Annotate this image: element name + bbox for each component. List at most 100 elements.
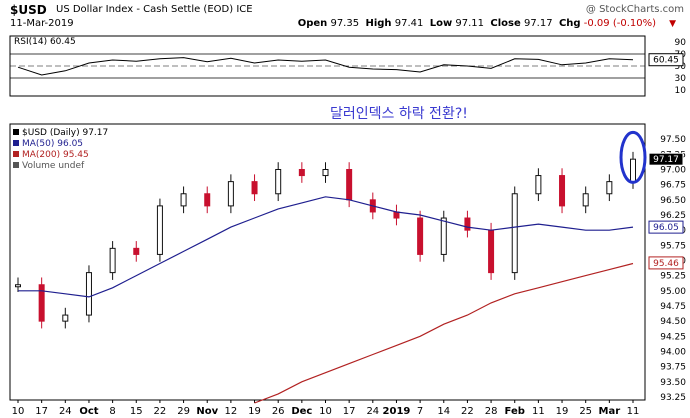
annotation-text: 달러인덱스 하락 전환?! bbox=[330, 106, 468, 122]
chart-date: 11-Mar-2019 bbox=[10, 18, 74, 29]
x-tick-label: Nov bbox=[196, 406, 218, 417]
low-value: 97.11 bbox=[455, 18, 485, 29]
price-panel-frame bbox=[9, 123, 646, 401]
rsi-tick-label: 30 bbox=[675, 74, 687, 84]
x-tick-label: Oct bbox=[79, 406, 98, 417]
legend-swatch bbox=[13, 162, 19, 168]
ma200-line bbox=[254, 262, 634, 404]
price-tick-label: 97.50 bbox=[660, 135, 686, 145]
x-tick-label: 28 bbox=[485, 406, 498, 417]
x-tick-label: Feb bbox=[505, 406, 525, 417]
price-tick-label: 94.25 bbox=[660, 332, 686, 342]
chg-value: -0.09 (-0.10%) bbox=[583, 18, 656, 29]
description: US Dollar Index - Cash Settle (EOD) ICE bbox=[56, 4, 253, 15]
price-tick-label: 94.75 bbox=[660, 302, 686, 312]
price-tick-label: 96.75 bbox=[660, 181, 686, 191]
x-tick-label: 14 bbox=[437, 406, 450, 417]
high-value: 97.41 bbox=[394, 18, 424, 29]
ma200-tag: 95.46 bbox=[653, 259, 679, 269]
x-tick-label: 25 bbox=[579, 406, 592, 417]
price-tick-label: 94.00 bbox=[660, 347, 686, 357]
price-tick-label: 93.25 bbox=[660, 393, 686, 403]
x-tick-label: Dec bbox=[291, 406, 312, 417]
legend-label: $USD (Daily) 97.17 bbox=[22, 128, 108, 138]
x-tick-label: 7 bbox=[417, 406, 423, 417]
last-price-tag: 97.17 bbox=[653, 155, 679, 165]
ma50-tag-box bbox=[648, 220, 684, 234]
exchange: ICE bbox=[236, 4, 253, 15]
price-tick-label: 96.50 bbox=[660, 196, 686, 206]
candle-body bbox=[606, 181, 613, 195]
highlight-circle bbox=[619, 130, 647, 184]
x-tick-label: 17 bbox=[343, 406, 356, 417]
open-value: 97.35 bbox=[330, 18, 360, 29]
rsi-legend: RSI(14) 60.45 bbox=[14, 37, 76, 47]
x-tick-label: 8 bbox=[109, 406, 115, 417]
candle-body bbox=[559, 175, 566, 207]
candle-body bbox=[464, 217, 471, 231]
candle-body bbox=[440, 217, 447, 255]
x-tick-label: Mar bbox=[599, 406, 621, 417]
legend-label: MA(200) 95.45 bbox=[22, 150, 89, 160]
candle-body bbox=[180, 193, 187, 207]
price-tick-label: 96.25 bbox=[660, 211, 686, 221]
price-tick-label: 97.00 bbox=[660, 165, 686, 175]
stockcharts-credit[interactable]: @ StockCharts.com bbox=[585, 4, 684, 15]
close-value: 97.17 bbox=[523, 18, 553, 29]
title-row: $USD US Dollar Index - Cash Settle (EOD)… bbox=[0, 2, 690, 18]
description-text: US Dollar Index - Cash Settle (EOD) bbox=[56, 4, 234, 15]
x-tick-label: 24 bbox=[59, 406, 72, 417]
ma200-tag-box bbox=[648, 256, 684, 270]
x-tick-label: 29 bbox=[177, 406, 190, 417]
price-tick-label: 95.25 bbox=[660, 272, 686, 282]
candle-body bbox=[346, 168, 353, 201]
rsi-tag: 60.45 bbox=[653, 56, 679, 66]
x-tick-label: 2019 bbox=[383, 406, 411, 417]
candle-body bbox=[251, 181, 258, 195]
candle-body bbox=[630, 158, 636, 183]
candle-body bbox=[393, 211, 400, 219]
legend-label: Volume undef bbox=[22, 161, 85, 171]
x-tick-label: 26 bbox=[272, 406, 285, 417]
x-tick-label: 11 bbox=[627, 406, 640, 417]
candle-body bbox=[227, 181, 234, 207]
legend-swatch bbox=[13, 151, 19, 157]
candle-body bbox=[62, 314, 69, 322]
x-tick-label: 10 bbox=[319, 406, 332, 417]
ma50-tag: 96.05 bbox=[653, 223, 679, 233]
rsi-line bbox=[17, 57, 634, 76]
price-tick-label: 93.75 bbox=[660, 363, 686, 373]
x-tick-label: 19 bbox=[248, 406, 261, 417]
candle-body bbox=[535, 175, 542, 195]
rsi-tick-label: 50 bbox=[675, 62, 687, 72]
open-label: Open bbox=[297, 18, 328, 29]
candle-body bbox=[109, 247, 116, 274]
last-price-tag-box bbox=[648, 152, 684, 166]
ohlc-values: Open 97.35 High 97.41 Low 97.11 Close 97… bbox=[298, 18, 656, 29]
candle-body bbox=[298, 168, 305, 177]
candle-body bbox=[204, 193, 211, 207]
candle-body bbox=[275, 168, 282, 195]
x-tick-label: 12 bbox=[225, 406, 238, 417]
legend-swatch bbox=[13, 129, 19, 135]
rsi-tag-box bbox=[648, 53, 684, 67]
down-triangle-icon: ▼ bbox=[669, 19, 676, 29]
x-tick-label: 24 bbox=[366, 406, 379, 417]
ma50-line bbox=[18, 196, 634, 298]
close-label: Close bbox=[490, 18, 521, 29]
candle-body bbox=[488, 229, 495, 274]
candle-body bbox=[133, 247, 140, 255]
candle-body bbox=[582, 193, 589, 207]
x-tick-label: 15 bbox=[130, 406, 143, 417]
x-tick-label: 17 bbox=[35, 406, 48, 417]
legend-label: MA(50) 96.05 bbox=[22, 139, 83, 149]
low-label: Low bbox=[429, 18, 453, 29]
x-tick-label: 22 bbox=[461, 406, 474, 417]
candle-body bbox=[38, 284, 45, 322]
x-tick-label: 11 bbox=[532, 406, 545, 417]
high-label: High bbox=[365, 18, 392, 29]
legend-swatch bbox=[13, 140, 19, 146]
x-tick-label: 22 bbox=[154, 406, 167, 417]
x-tick-label: 19 bbox=[556, 406, 569, 417]
